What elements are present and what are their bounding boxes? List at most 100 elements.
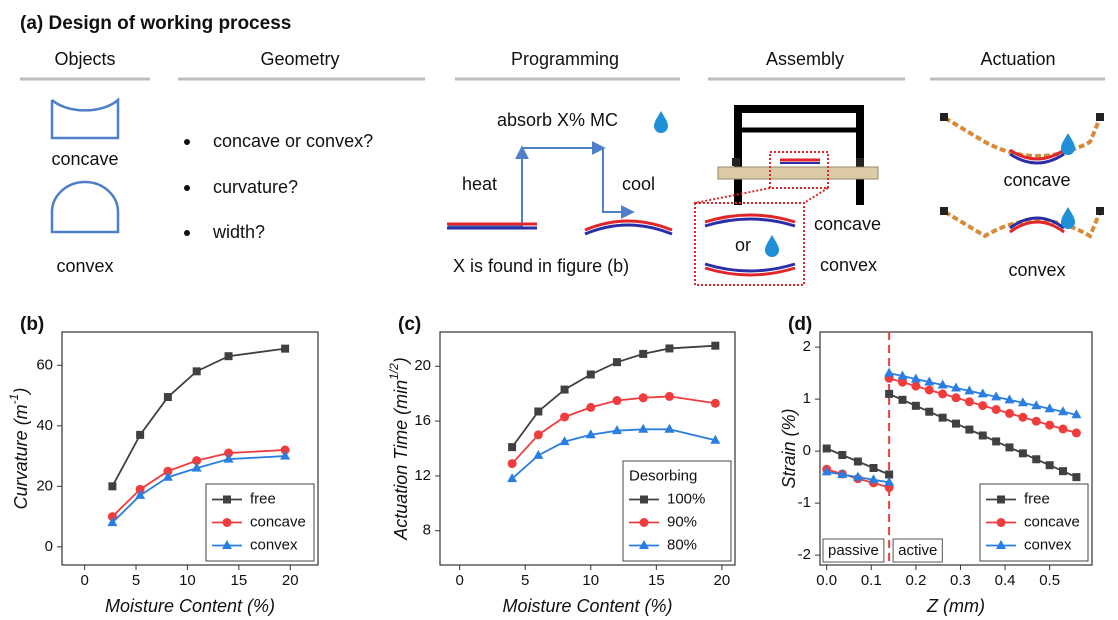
legend-label: free: [250, 490, 276, 507]
bullet: [184, 185, 190, 191]
marker: [1059, 467, 1068, 476]
programming-note: X is found in figure (b): [453, 256, 629, 276]
marker: [639, 518, 649, 527]
geometry-item: concave or convex?: [213, 131, 373, 151]
y-tick-label: -2: [798, 546, 811, 563]
marker: [1045, 461, 1054, 470]
series-line: [511, 428, 716, 480]
y-tick-label: 0: [803, 442, 811, 459]
zoom-line: [803, 187, 829, 204]
y-axis-label-sup: 1/2: [387, 363, 401, 380]
marker: [996, 540, 1006, 549]
marker: [533, 449, 544, 459]
actuation-text: concave: [1003, 170, 1070, 190]
x-tick-label: 15: [230, 572, 247, 589]
y-tick-label: 16: [414, 412, 431, 429]
marker: [884, 367, 895, 377]
stage-header: Geometry: [260, 49, 339, 69]
series-line: [511, 344, 716, 448]
y-tick-label: 12: [414, 467, 431, 484]
marker: [665, 344, 674, 353]
assembly-text: or: [735, 235, 751, 255]
marker: [1005, 443, 1014, 452]
annotation: passive: [828, 542, 879, 559]
legend-label: 90%: [667, 513, 697, 530]
y-tick-label: -1: [798, 494, 811, 511]
marker: [664, 423, 675, 433]
marker: [191, 462, 202, 472]
marker: [281, 344, 290, 353]
marker: [938, 389, 948, 399]
marker: [107, 517, 118, 527]
chart: 0 5 10 15 20 0 20 40 60 Moisture Content (%) Curva…: [7, 314, 319, 616]
marker: [1004, 394, 1015, 404]
strip: [584, 219, 673, 232]
zoom-box: [694, 202, 805, 286]
marker: [925, 407, 934, 416]
strip: [704, 217, 796, 228]
x-axis-label: Moisture Content (%): [502, 596, 672, 616]
marker: [710, 434, 721, 444]
marker: [821, 466, 832, 476]
marker: [997, 495, 1005, 504]
marker: [222, 518, 232, 527]
marker: [991, 391, 1002, 401]
legend: free concave convex: [205, 483, 315, 562]
series-line: [111, 347, 286, 487]
x-tick-label: 15: [648, 572, 665, 589]
y-tick-label: 0: [45, 538, 53, 555]
strip: [704, 266, 796, 277]
panel-label: (c): [398, 314, 421, 335]
panel-label: (b): [20, 314, 44, 335]
marker: [223, 495, 231, 504]
marker: [1005, 408, 1015, 418]
marker: [924, 376, 935, 386]
marker: [223, 453, 234, 463]
x-tick-label: 10: [179, 572, 196, 589]
strip: [1009, 216, 1065, 230]
legend-label: 100%: [667, 490, 705, 507]
marker: [664, 391, 674, 401]
object-label: convex: [56, 256, 113, 276]
assembly-text: concave: [814, 214, 881, 234]
x-tick-label: 20: [282, 572, 299, 589]
marker: [897, 377, 907, 387]
strip: [1009, 148, 1065, 161]
marker: [1044, 403, 1055, 413]
marker: [1058, 406, 1069, 416]
marker: [911, 381, 921, 391]
marker: [868, 474, 879, 484]
actuation-text: convex: [1008, 260, 1065, 280]
marker: [135, 484, 145, 494]
assembly-text: convex: [820, 255, 877, 275]
geometry-item: width?: [212, 222, 265, 242]
water-drop: [765, 235, 779, 257]
clamp: [940, 207, 948, 215]
x-tick-label: 20: [714, 572, 731, 589]
stage-header: Assembly: [766, 49, 844, 69]
plot-frame: [61, 331, 319, 566]
y-tick-label: 2: [803, 338, 811, 355]
marker: [869, 464, 878, 473]
y-tick-label: 1: [803, 390, 811, 407]
marker: [222, 540, 232, 549]
stage-header: Programming: [511, 49, 619, 69]
marker: [1072, 473, 1081, 482]
marker: [224, 448, 234, 458]
marker: [560, 385, 569, 394]
water-drop: [1061, 133, 1075, 155]
x-tick-label: 0.0: [816, 572, 837, 589]
marker: [135, 489, 146, 499]
frame: [734, 105, 864, 205]
clamp: [732, 158, 740, 166]
marker: [977, 388, 988, 398]
legend-label: concave: [250, 513, 306, 530]
marker: [938, 413, 947, 422]
x-tick-label: 0.1: [861, 572, 882, 589]
marker: [1032, 455, 1041, 464]
x-tick-label: 0.2: [905, 572, 926, 589]
marker: [508, 443, 517, 452]
concave-icon: [50, 97, 120, 140]
rope: [943, 116, 1102, 158]
